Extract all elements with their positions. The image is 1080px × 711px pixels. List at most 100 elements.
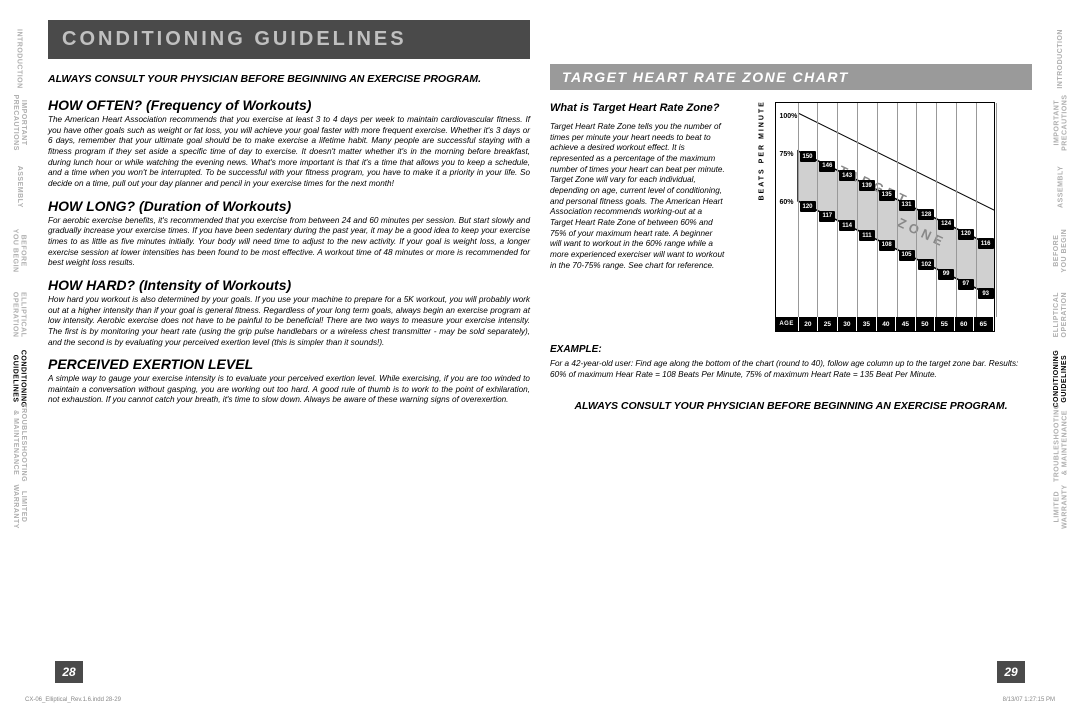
- bpm-upper-chip: 146: [819, 161, 835, 172]
- nav-tab-label: ELLIPTICALOPERATION: [11, 292, 26, 338]
- page-number-left: 28: [55, 661, 83, 683]
- nav-tab-label: INTRODUCTION: [1057, 29, 1065, 89]
- age-cell: 55: [935, 317, 954, 331]
- nav-tab-introduction[interactable]: INTRODUCTION: [0, 30, 38, 88]
- age-axis-row: AGE20253035404550556065: [776, 317, 994, 331]
- pct-label: 60%: [780, 199, 794, 206]
- sub-title-bar: TARGET HEART RATE ZONE CHART: [550, 64, 1032, 90]
- nav-tab-label: ASSEMBLY: [15, 166, 23, 208]
- nav-tab-elliptical[interactable]: ELLIPTICALOPERATION: [0, 286, 38, 344]
- right-content: What is Target Heart Rate Zone? Target H…: [550, 102, 1032, 332]
- bpm-lower-chip: 102: [918, 259, 934, 270]
- nav-tab-before[interactable]: BEFOREYOU BEGIN: [1042, 222, 1080, 280]
- section-body: The American Heart Association recommend…: [48, 115, 530, 190]
- age-cell: 65: [974, 317, 993, 331]
- section-body: For aerobic exercise benefits, it's reco…: [48, 216, 530, 269]
- nav-tab-label: BEFOREYOU BEGIN: [1053, 229, 1068, 273]
- bpm-lower-chip: 117: [819, 211, 835, 222]
- nav-tab-troubleshooting[interactable]: TROUBLESHOOTING& MAINTENANCE: [1042, 414, 1080, 472]
- age-cell: 30: [838, 317, 857, 331]
- y-axis-label: BEATS PER MINUTE: [758, 100, 765, 200]
- bpm-lower-chip: 120: [800, 201, 816, 212]
- example-body: For a 42-year-old user: Find age along t…: [550, 359, 1032, 380]
- nav-tab-label: IMPORTANTPRECAUTIONS: [1053, 95, 1068, 151]
- bpm-lower-chip: 97: [958, 279, 974, 290]
- section-heading: PERCEIVED EXERTION LEVEL: [48, 356, 530, 372]
- content-area: CONDITIONING GUIDELINES ALWAYS CONSULT Y…: [38, 0, 1042, 680]
- sections-container: HOW OFTEN? (Frequency of Workouts) The Am…: [48, 97, 530, 410]
- nav-tab-label: TROUBLESHOOTING& MAINTENANCE: [11, 404, 26, 483]
- chart-column: BEATS PER MINUTE TARGET ZONE AGE20253035…: [737, 102, 1032, 332]
- grid-line: [837, 103, 838, 317]
- nav-tab-label: CONDITIONINGGUIDELINES: [11, 350, 26, 408]
- age-cell: 50: [916, 317, 935, 331]
- sub-title: TARGET HEART RATE ZONE CHART: [562, 69, 1020, 85]
- section-body: How hard you workout is also determined …: [48, 295, 530, 348]
- page-spread: INTRODUCTION IMPORTANTPRECAUTIONS ASSEMBLY…: [0, 0, 1080, 680]
- left-nav-tabs: INTRODUCTION IMPORTANTPRECAUTIONS ASSEMBLY…: [0, 0, 38, 680]
- nav-tab-elliptical[interactable]: ELLIPTICALOPERATION: [1042, 286, 1080, 344]
- spacer: [550, 20, 1032, 64]
- nav-tab-conditioning[interactable]: CONDITIONINGGUIDELINES: [0, 350, 38, 408]
- bpm-lower-chip: 105: [899, 250, 915, 261]
- bpm-lower-chip: 99: [938, 269, 954, 280]
- nav-tab-label: CONDITIONINGGUIDELINES: [1053, 350, 1068, 408]
- grid-line: [877, 103, 878, 317]
- nav-tab-label: ELLIPTICALOPERATION: [1053, 292, 1068, 338]
- nav-tab-important[interactable]: IMPORTANTPRECAUTIONS: [0, 94, 38, 152]
- nav-tab-assembly[interactable]: ASSEMBLY: [0, 158, 38, 216]
- left-column: CONDITIONING GUIDELINES ALWAYS CONSULT Y…: [48, 20, 530, 670]
- nav-tab-limited[interactable]: LIMITEDWARRANTY: [1042, 478, 1080, 536]
- bpm-upper-chip: 128: [918, 209, 934, 220]
- grid-line: [936, 103, 937, 317]
- page-number-right: 29: [997, 661, 1025, 683]
- bpm-upper-chip: 124: [938, 219, 954, 230]
- age-cell: 25: [818, 317, 837, 331]
- nav-tab-troubleshooting[interactable]: TROUBLESHOOTING& MAINTENANCE: [0, 414, 38, 472]
- bpm-upper-chip: 139: [859, 180, 875, 191]
- section-heading: HOW OFTEN? (Frequency of Workouts): [48, 97, 530, 113]
- footer-date: 8/13/07 1:27:15 PM: [1003, 697, 1055, 703]
- right-column: TARGET HEART RATE ZONE CHART What is Tar…: [550, 20, 1032, 670]
- age-cell: 45: [896, 317, 915, 331]
- bpm-upper-chip: 116: [978, 238, 994, 249]
- grid-line: [897, 103, 898, 317]
- nav-tab-limited[interactable]: LIMITEDWARRANTY: [0, 478, 38, 536]
- nav-tab-introduction[interactable]: INTRODUCTION: [1042, 30, 1080, 88]
- bpm-upper-chip: 143: [839, 170, 855, 181]
- section-body: A simple way to gauge your exercise inte…: [48, 374, 530, 406]
- hr-zone-body: Target Heart Rate Zone tells you the num…: [550, 122, 725, 271]
- heart-rate-chart: BEATS PER MINUTE TARGET ZONE AGE20253035…: [775, 102, 995, 332]
- nav-tab-label: INTRODUCTION: [15, 29, 23, 89]
- physician-warning-bottom: ALWAYS CONSULT YOUR PHYSICIAN BEFORE BEG…: [550, 400, 1032, 412]
- hr-zone-heading: What is Target Heart Rate Zone?: [550, 102, 725, 114]
- physician-warning: ALWAYS CONSULT YOUR PHYSICIAN BEFORE BEG…: [48, 73, 530, 85]
- main-title-bar: CONDITIONING GUIDELINES: [48, 20, 530, 59]
- nav-tab-label: TROUBLESHOOTING& MAINTENANCE: [1053, 404, 1068, 483]
- right-text-column: What is Target Heart Rate Zone? Target H…: [550, 102, 725, 332]
- age-cell: 35: [857, 317, 876, 331]
- pct-label: 100%: [780, 113, 798, 120]
- grid-line: [956, 103, 957, 317]
- nav-tab-assembly[interactable]: ASSEMBLY: [1042, 158, 1080, 216]
- grid-line: [976, 103, 977, 317]
- right-nav-tabs: INTRODUCTION IMPORTANTPRECAUTIONS ASSEMBLY…: [1042, 0, 1080, 680]
- pct-label: 75%: [780, 151, 794, 158]
- grid-line: [916, 103, 917, 317]
- bpm-upper-chip: 131: [899, 200, 915, 211]
- bpm-lower-chip: 108: [879, 240, 895, 251]
- print-footer: CX-06_Elliptical_Rev.1.6.indd 28-29 8/13…: [25, 697, 1055, 703]
- main-title: CONDITIONING GUIDELINES: [62, 28, 516, 51]
- section-heading: HOW HARD? (Intensity of Workouts): [48, 277, 530, 293]
- nav-tab-before[interactable]: BEFOREYOU BEGIN: [0, 222, 38, 280]
- nav-tab-important[interactable]: IMPORTANTPRECAUTIONS: [1042, 94, 1080, 152]
- nav-tab-conditioning[interactable]: CONDITIONINGGUIDELINES: [1042, 350, 1080, 408]
- nav-tab-label: BEFOREYOU BEGIN: [11, 229, 26, 273]
- grid-line: [996, 103, 997, 317]
- bpm-upper-chip: 150: [800, 151, 816, 162]
- age-cell: 40: [877, 317, 896, 331]
- bpm-lower-chip: 111: [859, 230, 875, 241]
- nav-tab-label: LIMITEDWARRANTY: [11, 485, 26, 529]
- bpm-lower-chip: 114: [839, 220, 855, 231]
- grid-line: [817, 103, 818, 317]
